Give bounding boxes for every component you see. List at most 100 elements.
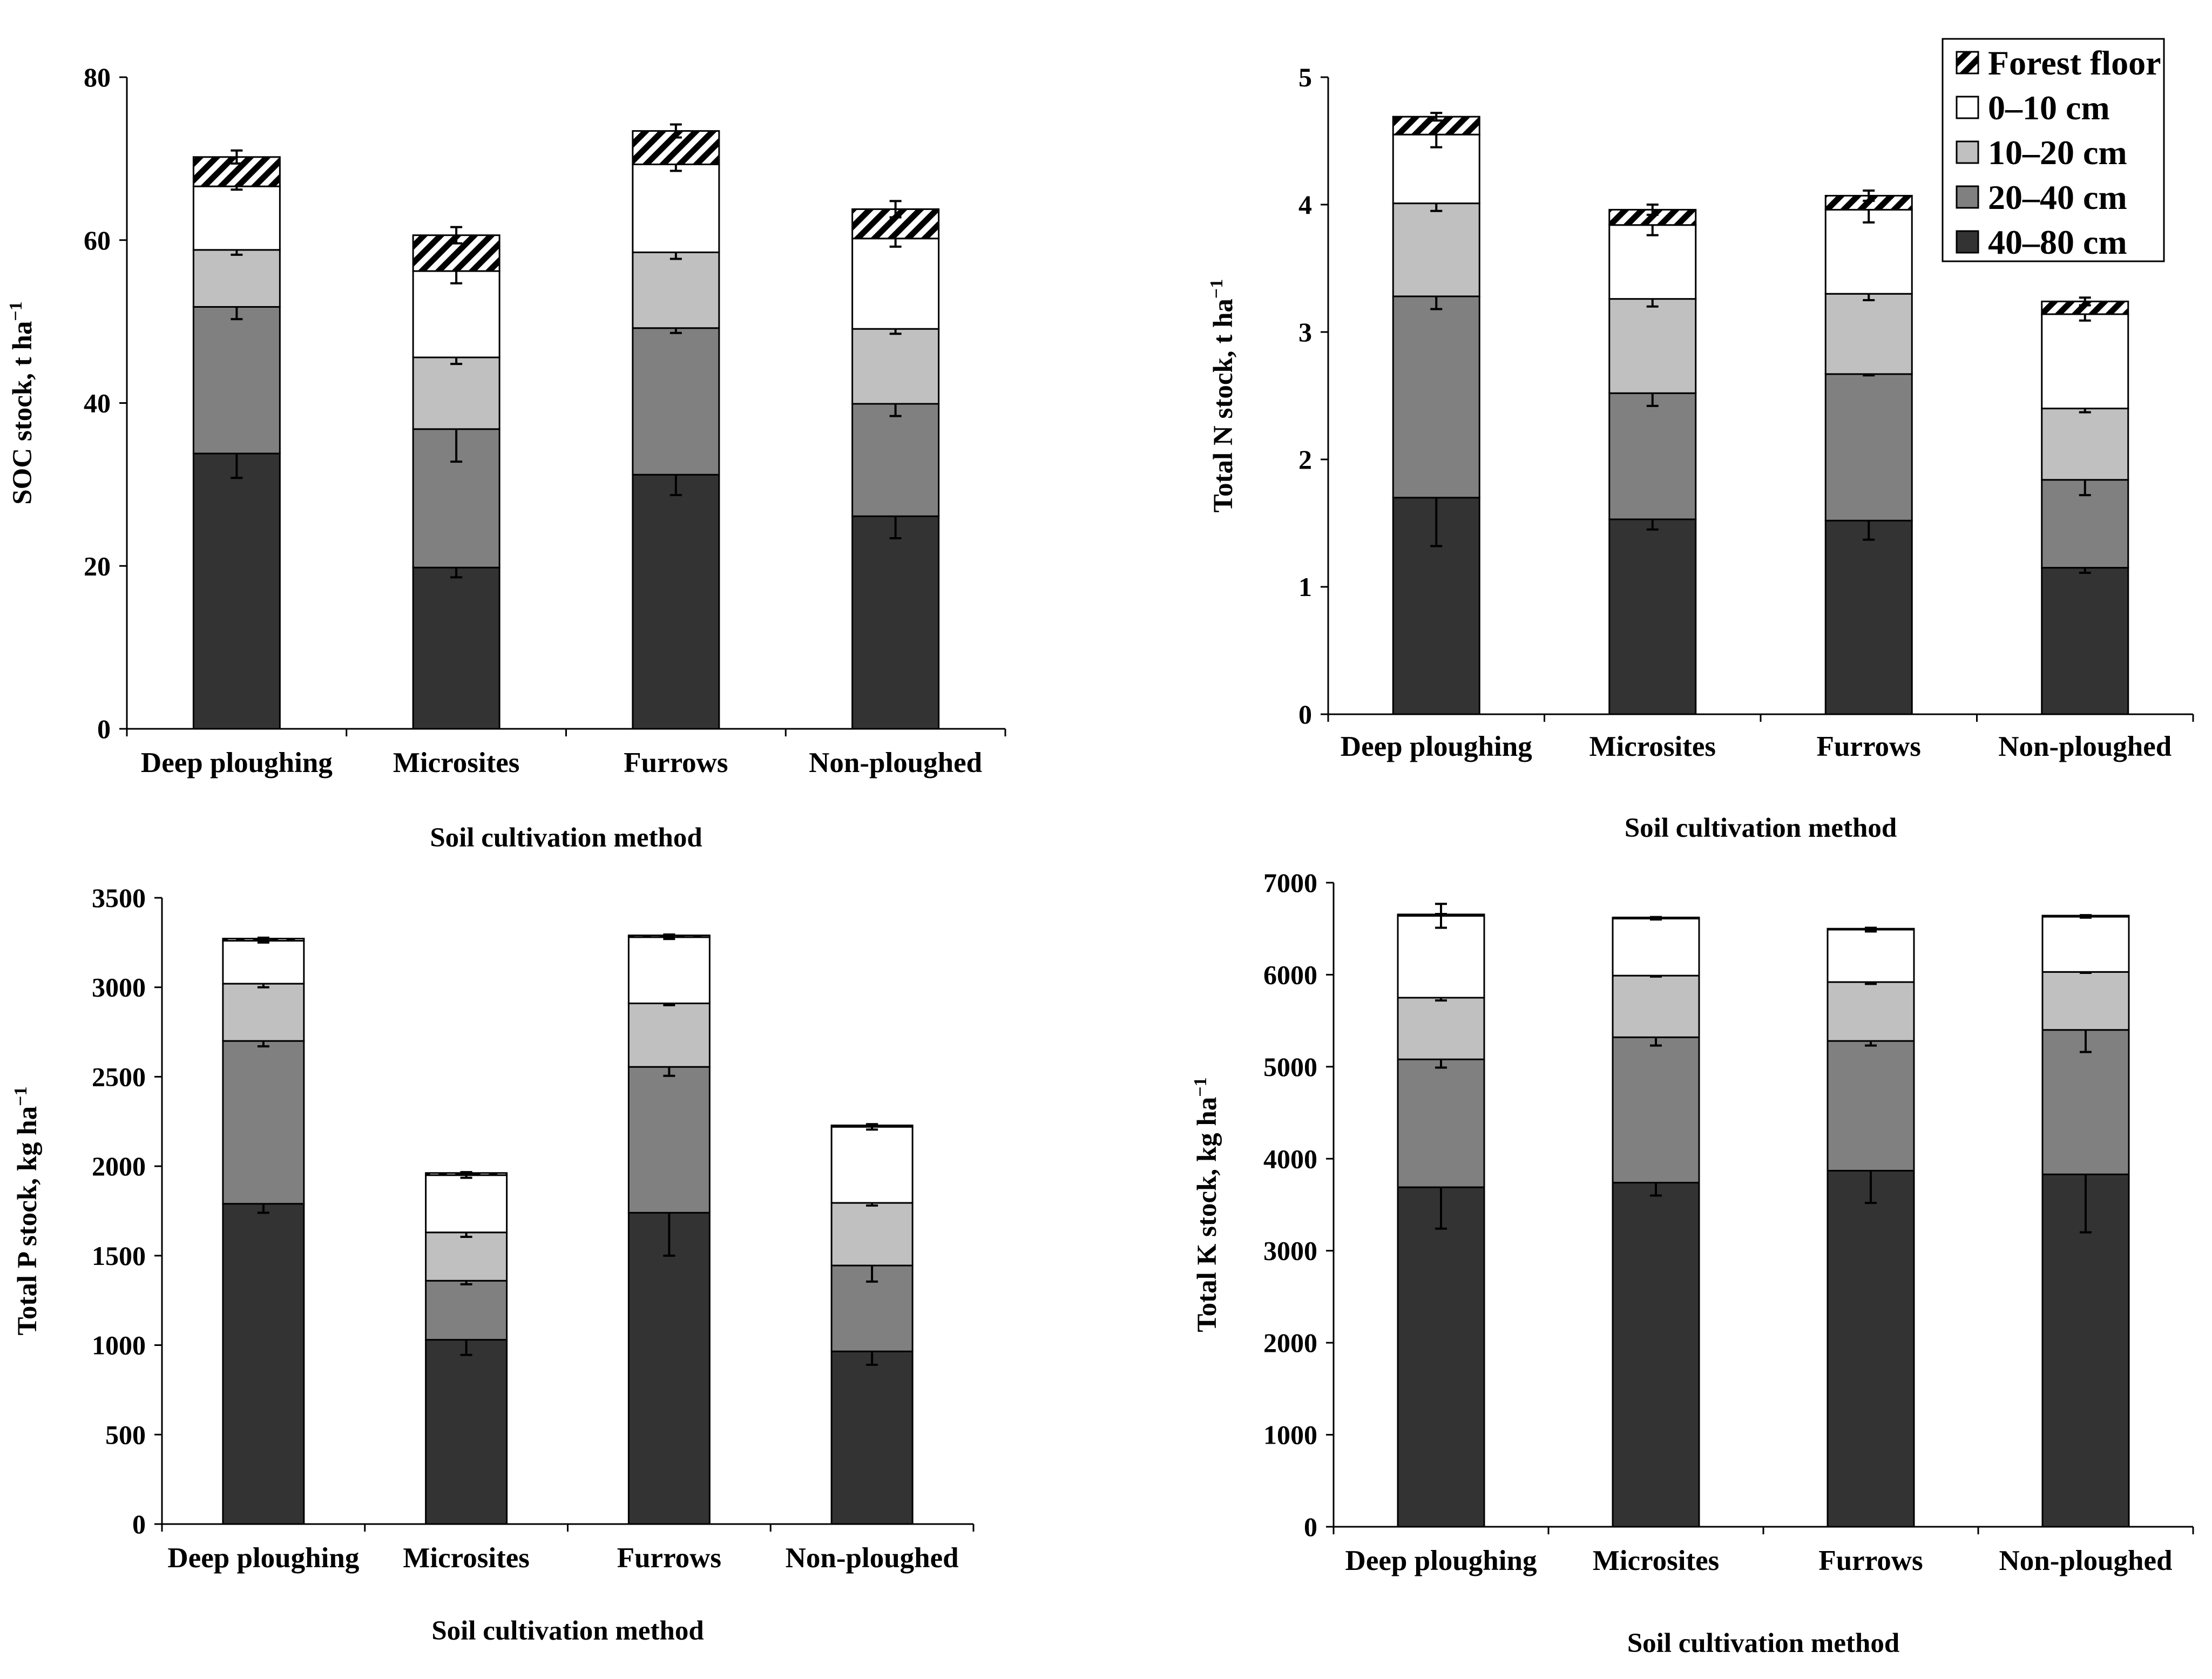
chart-p: 0 500 1000 1500 2000 2500 3000 3500 Deep ploughi… [11,883,975,1646]
bar-n-deep-ploughing-20-40-cm [1392,295,1480,499]
error-bar-n-deep-ploughing-forest-floor [1430,112,1443,122]
bar-p-microsites-20-40-cm [425,1279,508,1341]
y-axis-title-text: Total K stock, kg ha [1192,1097,1222,1332]
y-axis-title: Total N stock, t ha−1 [1207,279,1239,513]
category-label: Deep ploughing [141,747,333,778]
y-tick-label: 1000 [92,1330,146,1360]
bar-p-deep-ploughing-40-80-cm [222,1203,305,1525]
category-label: Microsites [1589,731,1716,762]
error-bar-n-furrows-forest-floor [1863,189,1875,202]
bar-soc-deep-ploughing-40-80-cm [192,452,281,730]
bar-soc-microsites-0-10-cm [412,270,500,358]
error-bar-p-microsites-forest-floor [460,1171,472,1175]
error-bar-soc-microsites-forest-floor [450,226,463,245]
bar-k-deep-ploughing-20-40-cm [1397,1058,1485,1188]
error-bar-n-non-ploughed-forest-floor [2079,296,2091,307]
y-tick-label: 0 [1298,699,1312,729]
error-bar-soc-furrows-forest-floor [669,123,682,139]
y-tick-label: 3000 [1263,1236,1317,1266]
y-axis-title-superscript: −1 [6,301,26,321]
bar-n-non-ploughed-0-10-cm [2041,313,2129,410]
y-axis-title: SOC stock, t ha−1 [6,301,38,504]
category-label: Furrows [1818,1545,1923,1576]
bar-n-deep-ploughing-10-20-cm [1392,202,1480,297]
legend-swatch-10-20 [1956,140,1979,164]
legend-swatch-40-80 [1956,230,1979,254]
y-tick-label: 80 [84,62,111,92]
bar-k-microsites-0-10-cm [1612,917,1700,977]
bar-p-deep-ploughing-10-20-cm [222,983,305,1042]
error-bar-n-microsites-forest-floor [1646,204,1659,216]
bar-k-microsites-20-40-cm [1612,1036,1700,1184]
bar-k-deep-ploughing-0-10-cm [1397,915,1485,999]
y-tick-label: 4 [1298,189,1312,220]
y-tick-label: 1500 [92,1241,146,1271]
legend-label-0-10: 0–10 cm [1988,89,2110,127]
category-label: Non-ploughed [1998,731,2172,762]
bar-p-microsites-40-80-cm [425,1339,508,1525]
bar-n-furrows-20-40-cm [1824,373,1913,522]
bar-k-deep-ploughing-10-20-cm [1397,997,1485,1060]
error-bar-k-deep-ploughing-forest-floor [1435,912,1447,916]
y-tick-label: 1 [1298,572,1312,602]
bar-n-non-ploughed-10-20-cm [2041,408,2129,481]
error-bar-k-non-ploughed-forest-floor [2080,914,2092,917]
category-label: Microsites [403,1542,530,1574]
bar-k-furrows-0-10-cm [1827,929,1915,983]
bar-p-furrows-0-10-cm [627,936,711,1005]
bar-soc-deep-ploughing-10-20-cm [192,249,281,308]
category-label: Non-ploughed [809,747,982,778]
y-tick-label: 2500 [92,1061,146,1092]
chart-n: 0 1 2 3 4 5 Deep ploughing Microsites Furrows Non… [1207,62,2194,843]
category-label: Microsites [1593,1545,1720,1576]
bar-n-furrows-10-20-cm [1824,293,1913,375]
bar-n-microsites-40-80-cm [1608,518,1697,715]
y-axis-title-superscript: −1 [11,1086,31,1106]
bar-k-non-ploughed-0-10-cm [2041,916,2130,973]
y-axis-title: Total K stock, kg ha−1 [1190,1077,1222,1332]
bar-p-furrows-20-40-cm [627,1066,711,1214]
bar-n-microsites-0-10-cm [1608,224,1697,300]
legend-item-0-10: 0–10 cm [1956,89,2110,127]
y-tick-label: 40 [84,388,111,418]
category-label: Furrows [624,747,728,778]
legend: Forest floor 0–10 cm 10–20 cm 20–40 cm 4… [1942,38,2165,262]
legend-label-20-40: 20–40 cm [1988,178,2127,216]
x-axis-title: Soil cultivation method [431,1616,703,1646]
y-tick-label: 5 [1298,62,1312,92]
x-axis-title: Soil cultivation method [430,823,702,853]
y-tick-label: 1000 [1263,1420,1317,1450]
bar-soc-deep-ploughing-0-10-cm [192,185,281,251]
bar-p-furrows-10-20-cm [627,1003,711,1068]
error-bar-p-furrows-forest-floor [663,933,675,938]
bar-p-non-ploughed-40-80-cm [830,1350,914,1525]
x-axis-title: Soil cultivation method [1627,1628,1899,1658]
y-tick-label: 0 [1304,1512,1317,1542]
y-tick-label: 2000 [92,1151,146,1181]
bar-soc-furrows-0-10-cm [632,163,720,253]
category-label: Deep ploughing [1345,1545,1537,1576]
legend-item-20-40: 20–40 cm [1956,178,2127,216]
legend-item-40-80: 40–80 cm [1956,223,2127,261]
bar-soc-furrows-40-80-cm [632,473,720,730]
error-bar-soc-non-ploughed-forest-floor [889,200,902,219]
bar-soc-non-ploughed-20-40-cm [851,403,940,517]
bar-k-furrows-10-20-cm [1827,981,1915,1042]
category-label: Deep ploughing [1341,731,1532,762]
bar-p-microsites-10-20-cm [425,1231,508,1282]
bar-soc-microsites-10-20-cm [412,356,500,430]
bar-soc-microsites-40-80-cm [412,566,500,730]
bar-p-non-ploughed-10-20-cm [830,1202,914,1267]
bar-p-deep-ploughing-20-40-cm [222,1040,305,1205]
bar-k-non-ploughed-10-20-cm [2041,971,2130,1031]
bar-p-deep-ploughing-0-10-cm [222,940,305,985]
error-bar-soc-deep-ploughing-forest-floor [231,149,243,165]
error-bar-p-non-ploughed-forest-floor [866,1123,878,1128]
bar-p-furrows-40-80-cm [627,1211,711,1525]
y-axis-title: Total P stock, kg ha−1 [11,1086,43,1335]
error-bar-p-deep-ploughing-forest-floor [257,936,269,941]
bar-k-microsites-10-20-cm [1612,974,1700,1038]
y-axis-title-text: Total P stock, kg ha [12,1106,43,1336]
bar-soc-microsites-forest-floor [412,234,500,272]
